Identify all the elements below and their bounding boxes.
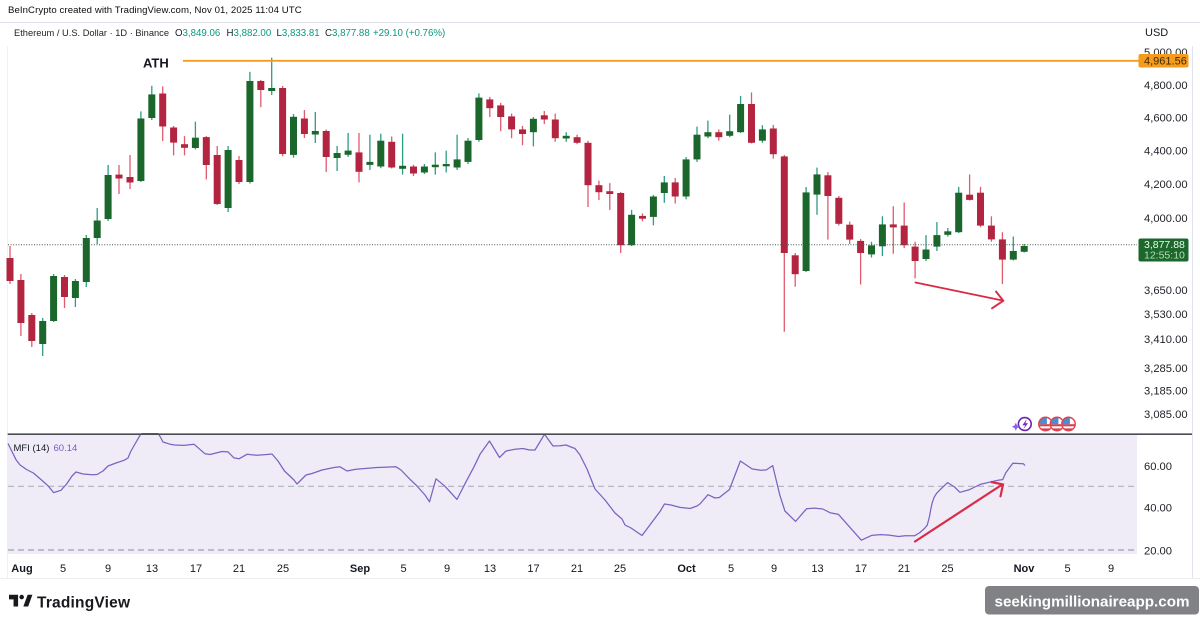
svg-text:4,600.00: 4,600.00 [1144,113,1188,125]
svg-text:3,877.88: 3,877.88 [1144,239,1185,251]
svg-text:13: 13 [484,563,496,575]
svg-text:60.14: 60.14 [54,443,78,454]
svg-text:ATH: ATH [143,56,169,71]
svg-text:25: 25 [941,563,953,575]
svg-text:Nov: Nov [1014,563,1036,575]
svg-text:20.00: 20.00 [1144,545,1172,557]
svg-text:3,410.00: 3,410.00 [1144,334,1188,346]
svg-text:5: 5 [1064,563,1070,575]
svg-text:40.00: 40.00 [1144,503,1172,515]
svg-text:Oct: Oct [677,563,696,575]
svg-text:3,185.00: 3,185.00 [1144,386,1188,398]
svg-text:3,285.00: 3,285.00 [1144,363,1188,375]
svg-text:5: 5 [728,563,734,575]
svg-text:21: 21 [571,563,583,575]
svg-text:25: 25 [277,563,289,575]
svg-text:TradingView: TradingView [37,595,131,612]
svg-text:3,650.00: 3,650.00 [1144,285,1188,297]
svg-text:Aug: Aug [11,563,32,575]
svg-text:3,530.00: 3,530.00 [1144,309,1188,321]
svg-text:4,000.00: 4,000.00 [1144,213,1188,225]
svg-text:12:55:10: 12:55:10 [1144,250,1185,262]
svg-text:4,800.00: 4,800.00 [1144,80,1188,92]
svg-text:5: 5 [400,563,406,575]
svg-text:17: 17 [527,563,539,575]
svg-text:17: 17 [855,563,867,575]
svg-text:4,200.00: 4,200.00 [1144,179,1188,191]
svg-text:60.00: 60.00 [1144,461,1172,473]
svg-text:17: 17 [190,563,202,575]
svg-text:9: 9 [1108,563,1114,575]
svg-text:9: 9 [444,563,450,575]
svg-text:Sep: Sep [350,563,370,575]
svg-text:13: 13 [811,563,823,575]
svg-text:21: 21 [898,563,910,575]
svg-text:5: 5 [60,563,66,575]
svg-text:MFI (14): MFI (14) [14,443,50,454]
svg-text:4,400.00: 4,400.00 [1144,146,1188,158]
svg-text:seekingmillionaireapp.com: seekingmillionaireapp.com [995,594,1190,611]
svg-text:13: 13 [146,563,158,575]
svg-text:3,085.00: 3,085.00 [1144,409,1188,421]
svg-text:25: 25 [614,563,626,575]
svg-text:9: 9 [771,563,777,575]
svg-text:21: 21 [233,563,245,575]
svg-text:9: 9 [105,563,111,575]
svg-text:4,961.56: 4,961.56 [1144,56,1187,68]
svg-text:USD: USD [1145,27,1168,39]
